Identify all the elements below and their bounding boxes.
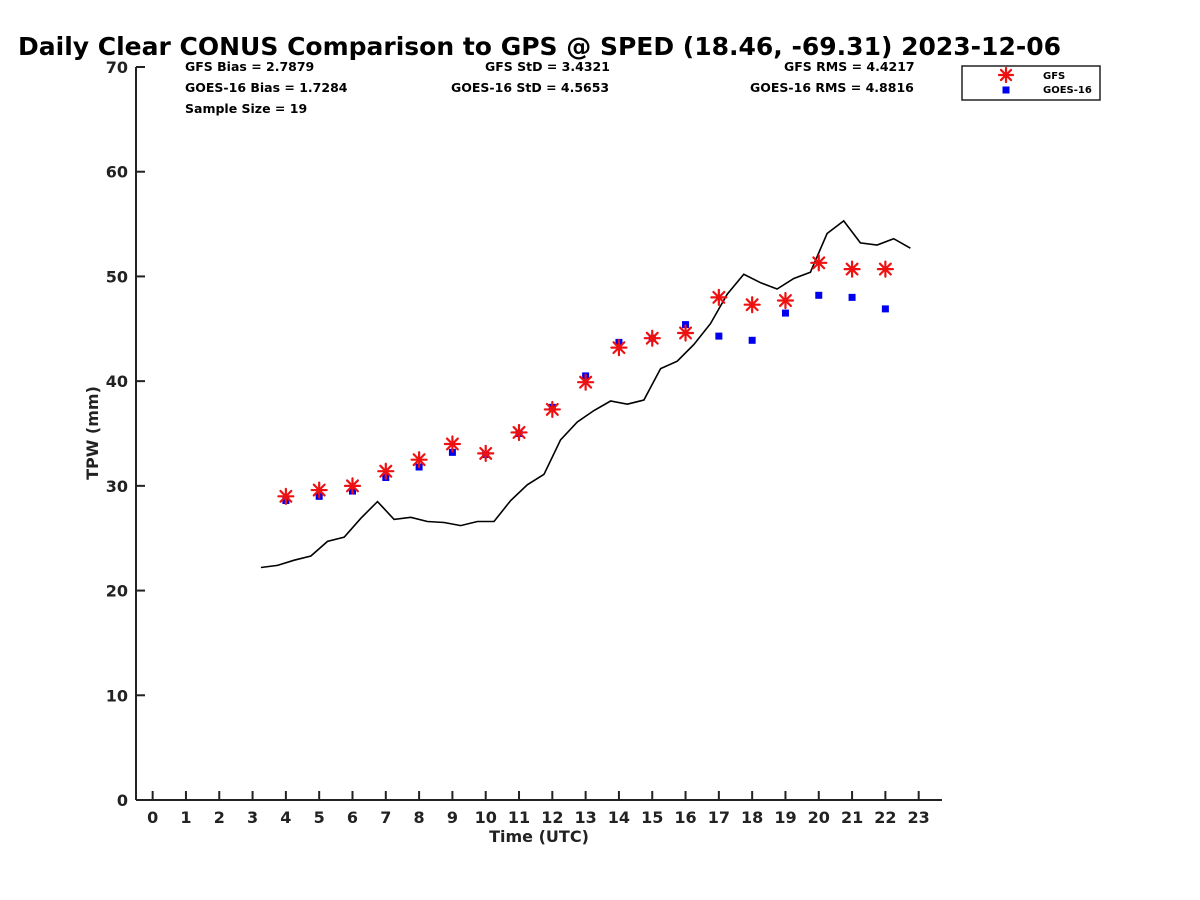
goes16-point	[848, 293, 856, 301]
x-tick-label: 3	[247, 808, 258, 827]
x-tick-label: 20	[808, 808, 830, 827]
x-tick-label: 6	[347, 808, 358, 827]
x-tick-label: 12	[541, 808, 563, 827]
x-axis-title: Time (UTC)	[489, 827, 589, 846]
gfs-point	[510, 423, 528, 442]
chart-title: Daily Clear CONUS Comparison to GPS @ SP…	[18, 32, 1061, 61]
gps-line-series	[260, 219, 911, 569]
gfs-point	[477, 444, 495, 462]
x-tick-label: 16	[674, 808, 696, 827]
goes16-point	[715, 332, 723, 340]
x-tick-label: 14	[608, 808, 630, 827]
plot-area	[260, 219, 911, 569]
gfs-point	[377, 462, 395, 480]
y-axis-ticks: 0 10 20 30 40 50 60 70	[106, 58, 145, 810]
x-tick-label: 10	[475, 808, 497, 827]
stat-goes-rms: GOES-16 RMS = 4.8816	[750, 80, 914, 95]
x-tick-label: 2	[214, 808, 225, 827]
x-tick-label: 22	[874, 808, 896, 827]
x-axis-ticks: 0 1 2 3 4 5 6 7 8 9 10 11 12 13 14 15 16 17 18 19 20 21 22 23	[147, 791, 930, 827]
gfs-point	[743, 296, 761, 314]
x-tick-label: 7	[380, 808, 391, 827]
stats-annotations: GFS Bias = 2.7879 GFS StD = 3.4321 GFS R…	[185, 59, 915, 116]
goes16-point	[815, 291, 823, 299]
legend-goes16-square	[1002, 86, 1010, 94]
x-tick-label: 23	[908, 808, 930, 827]
legend-gfs-asterisk	[997, 66, 1015, 84]
legend-goes16-marker	[1002, 86, 1010, 94]
gfs-point	[610, 339, 628, 357]
x-tick-label: 18	[741, 808, 763, 827]
gfs-point	[310, 481, 328, 499]
y-tick-label: 30	[106, 477, 128, 496]
goes16-point	[881, 305, 889, 313]
y-tick-label: 50	[106, 267, 128, 286]
gfs-point	[676, 324, 695, 342]
y-axis-title: TPW (mm)	[83, 386, 102, 480]
legend: GFS GOES-16	[961, 65, 1101, 101]
gfs-point	[543, 400, 561, 419]
gfs-point	[343, 477, 362, 495]
gfs-point	[876, 260, 894, 278]
legend-gfs-label: GFS	[1043, 71, 1065, 82]
x-tick-label: 13	[574, 808, 596, 827]
gfs-point	[410, 451, 428, 469]
x-tick-label: 11	[508, 808, 530, 827]
x-tick-label: 15	[641, 808, 663, 827]
gfs-point	[710, 288, 728, 306]
x-tick-label: 17	[708, 808, 730, 827]
x-tick-label: 21	[841, 808, 863, 827]
gfs-point	[843, 260, 861, 278]
goes16-point	[781, 309, 789, 317]
goes16-point	[748, 336, 756, 344]
gfs-points	[277, 254, 894, 505]
y-tick-label: 70	[106, 58, 128, 77]
stat-gfs-std: GFS StD = 3.4321	[485, 59, 610, 74]
y-tick-label: 40	[106, 372, 128, 391]
x-tick-label: 9	[447, 808, 458, 827]
gfs-point	[277, 487, 295, 505]
x-tick-label: 0	[147, 808, 158, 827]
y-tick-label: 10	[106, 686, 128, 705]
x-tick-label: 4	[280, 808, 291, 827]
gfs-point	[643, 329, 661, 347]
stat-goes-std: GOES-16 StD = 4.5653	[451, 80, 609, 95]
y-tick-label: 0	[117, 791, 128, 810]
gfs-point	[776, 291, 795, 310]
legend-box	[961, 65, 1101, 101]
x-tick-label: 8	[414, 808, 425, 827]
stat-gfs-bias: GFS Bias = 2.7879	[185, 59, 314, 74]
x-tick-label: 5	[314, 808, 325, 827]
x-tick-label: 1	[180, 808, 191, 827]
legend-gfs-marker	[997, 66, 1015, 84]
y-tick-label: 60	[106, 163, 128, 182]
gfs-point	[577, 373, 595, 391]
stat-goes-bias: GOES-16 Bias = 1.7284	[185, 80, 348, 95]
legend-goes16-label: GOES-16	[1043, 85, 1092, 96]
stat-sample-size: Sample Size = 19	[185, 101, 307, 116]
x-tick-label: 19	[774, 808, 796, 827]
gfs-point	[443, 435, 462, 453]
gfs-point	[810, 254, 828, 272]
stat-gfs-rms: GFS RMS = 4.4217	[784, 59, 915, 74]
y-tick-label: 20	[106, 582, 128, 601]
